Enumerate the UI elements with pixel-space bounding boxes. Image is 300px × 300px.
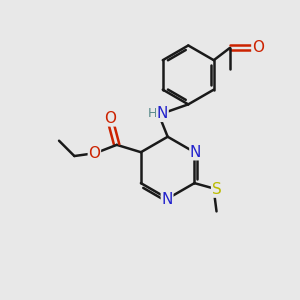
Text: S: S (212, 182, 221, 197)
Text: N: N (190, 145, 201, 160)
Text: O: O (252, 40, 264, 55)
Text: N: N (161, 192, 173, 207)
Text: N: N (157, 106, 168, 121)
Text: O: O (104, 111, 116, 126)
Text: H: H (148, 107, 157, 120)
Text: O: O (88, 146, 101, 161)
